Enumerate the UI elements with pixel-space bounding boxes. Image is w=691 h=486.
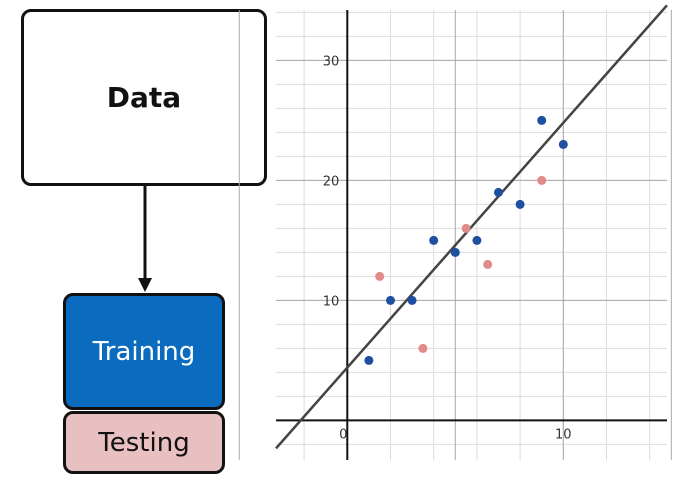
training-point (407, 295, 417, 305)
training-point (558, 139, 568, 149)
x-tick-label: 0 (339, 427, 347, 442)
data-label: Data (106, 81, 182, 114)
training-point (537, 115, 547, 125)
testing-point (483, 259, 493, 269)
testing-box: Testing (63, 411, 225, 474)
training-point (429, 235, 439, 245)
training-point (494, 187, 504, 197)
testing-point (418, 343, 428, 353)
testing-point (375, 271, 385, 281)
down-arrow-icon (138, 186, 152, 292)
y-tick-label: 30 (323, 54, 340, 69)
training-point (364, 355, 374, 365)
regression-line (275, 4, 668, 450)
training-point (515, 199, 525, 209)
testing-point (461, 223, 471, 233)
training-label: Training (92, 336, 196, 367)
data-box: Data (21, 9, 267, 186)
training-point (385, 295, 395, 305)
testing-point (537, 175, 547, 185)
training-point (472, 235, 482, 245)
x-tick-label: 10 (555, 427, 572, 442)
y-tick-label: 10 (323, 294, 340, 309)
training-box: Training (63, 293, 225, 410)
y-tick-label: 20 (323, 174, 340, 189)
training-point (450, 247, 460, 257)
testing-label: Testing (98, 427, 190, 458)
